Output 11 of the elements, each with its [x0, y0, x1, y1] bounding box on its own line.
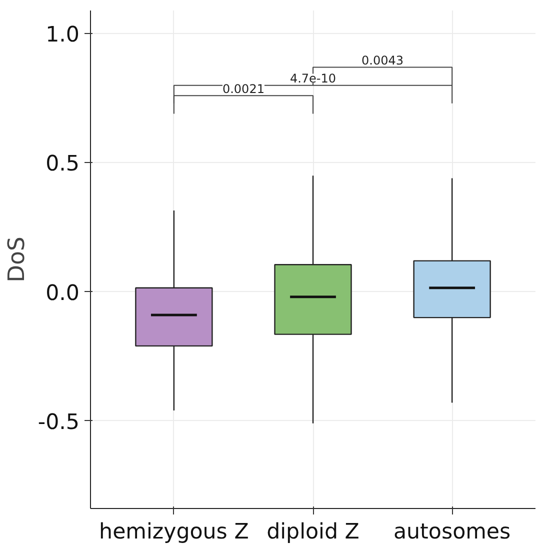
y-axis-title: DoS [4, 236, 30, 282]
y-tick-label: -0.5 [38, 410, 80, 435]
y-tick-label: 0.5 [46, 152, 80, 177]
x-tick-label: autosomes [393, 520, 511, 544]
y-tick-label: 1.0 [46, 22, 80, 48]
annotation: 0.0043 [362, 54, 404, 68]
y-tick-label: 0.0 [46, 280, 80, 306]
annotation: 0.0021 [222, 82, 264, 96]
x-tick-label: hemizygous Z [99, 520, 249, 544]
annotation: 4.7e-10 [290, 72, 336, 86]
x-tick-label: diploid Z [266, 520, 360, 544]
